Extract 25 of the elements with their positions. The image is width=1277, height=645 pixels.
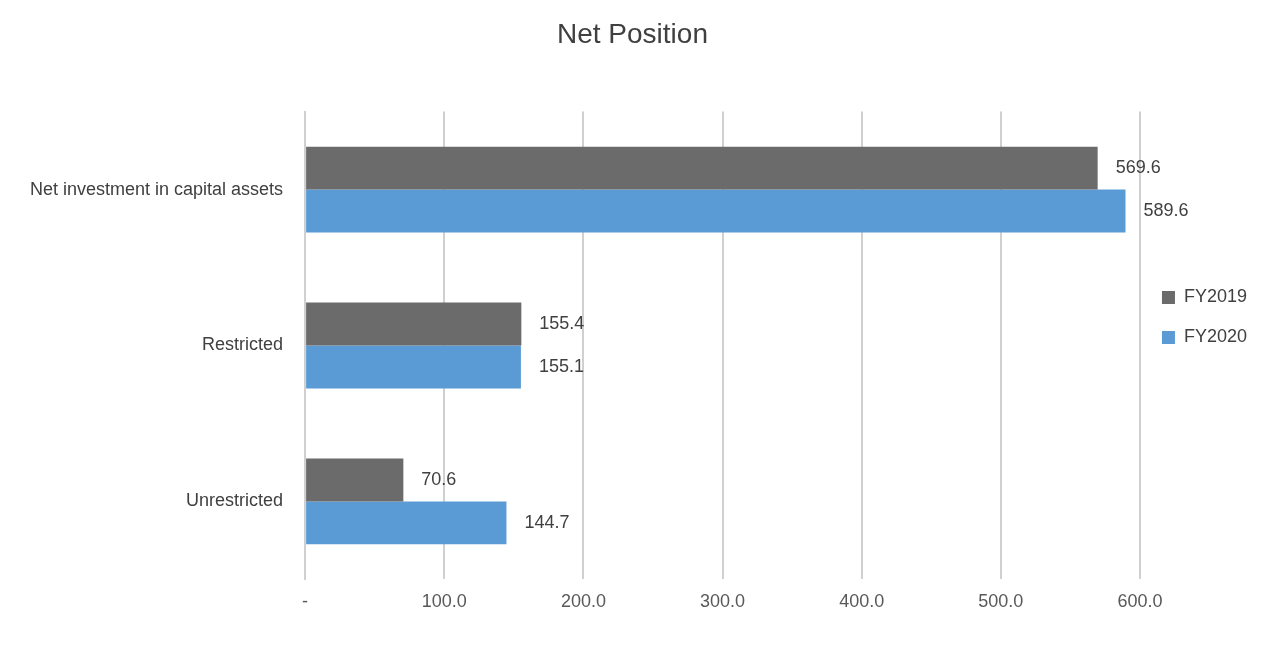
bar <box>306 458 404 502</box>
legend-label: FY2020 <box>1183 326 1247 347</box>
x-tick-label: 200.0 <box>560 591 606 612</box>
bar <box>306 189 1126 233</box>
data-label: 569.6 <box>1115 157 1161 178</box>
x-tick-label: 400.0 <box>839 591 885 612</box>
y-tick-label: Restricted <box>202 334 284 355</box>
y-tick-label: Unrestricted <box>186 490 284 511</box>
data-label: 70.6 <box>421 468 457 489</box>
legend-label: FY2019 <box>1183 286 1247 307</box>
bar <box>306 302 522 346</box>
x-tick-label: 300.0 <box>700 591 746 612</box>
data-label: 144.7 <box>524 511 570 532</box>
x-tick-label: 500.0 <box>978 591 1024 612</box>
x-tick-label: 100.0 <box>421 591 467 612</box>
bar <box>306 501 507 545</box>
chart-title: Net Position <box>557 17 708 49</box>
data-label: 155.4 <box>539 313 585 334</box>
bar <box>306 345 521 389</box>
data-label: 155.1 <box>538 355 584 376</box>
data-label: 589.6 <box>1143 199 1189 220</box>
bar <box>306 146 1098 190</box>
y-tick-label: Net investment in capital assets <box>29 178 284 199</box>
x-tick-label: 600.0 <box>1117 591 1163 612</box>
x-tick-label: - <box>302 591 309 612</box>
